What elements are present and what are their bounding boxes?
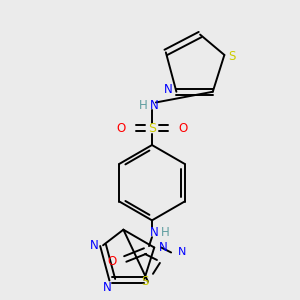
Text: N: N xyxy=(164,83,173,96)
Text: O: O xyxy=(178,122,187,135)
Text: O: O xyxy=(108,256,117,268)
Text: N: N xyxy=(150,99,158,112)
Text: H: H xyxy=(139,99,147,112)
Text: O: O xyxy=(117,122,126,135)
Text: N: N xyxy=(150,226,158,239)
Text: N: N xyxy=(90,239,98,252)
Text: S: S xyxy=(141,275,149,288)
Text: N: N xyxy=(159,241,168,254)
Text: N: N xyxy=(103,281,112,294)
Text: H: H xyxy=(160,226,169,239)
Text: S: S xyxy=(148,122,156,135)
Text: S: S xyxy=(229,50,236,63)
Text: N: N xyxy=(178,248,186,257)
